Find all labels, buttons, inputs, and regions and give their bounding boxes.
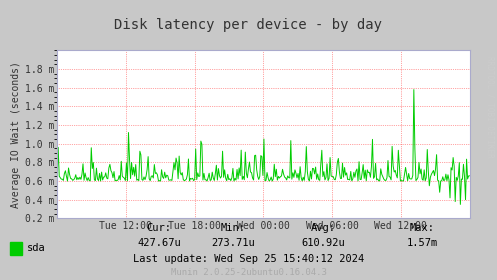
Text: Munin 2.0.25-2ubuntu0.16.04.3: Munin 2.0.25-2ubuntu0.16.04.3 (170, 268, 327, 277)
Text: 1.57m: 1.57m (407, 238, 438, 248)
Text: Min:: Min: (221, 223, 246, 233)
Text: 427.67u: 427.67u (137, 238, 181, 248)
Text: sda: sda (27, 243, 46, 253)
Text: Disk latency per device - by day: Disk latency per device - by day (114, 18, 383, 32)
Text: Max:: Max: (410, 223, 435, 233)
Y-axis label: Average IO Wait (seconds): Average IO Wait (seconds) (11, 61, 21, 208)
Text: Cur:: Cur: (147, 223, 171, 233)
Text: RRDTOOL / TOBI OETIKER: RRDTOOL / TOBI OETIKER (485, 55, 494, 157)
Text: Avg:: Avg: (311, 223, 335, 233)
Text: 610.92u: 610.92u (301, 238, 345, 248)
Text: 273.71u: 273.71u (212, 238, 255, 248)
Text: Last update: Wed Sep 25 15:40:12 2024: Last update: Wed Sep 25 15:40:12 2024 (133, 254, 364, 264)
